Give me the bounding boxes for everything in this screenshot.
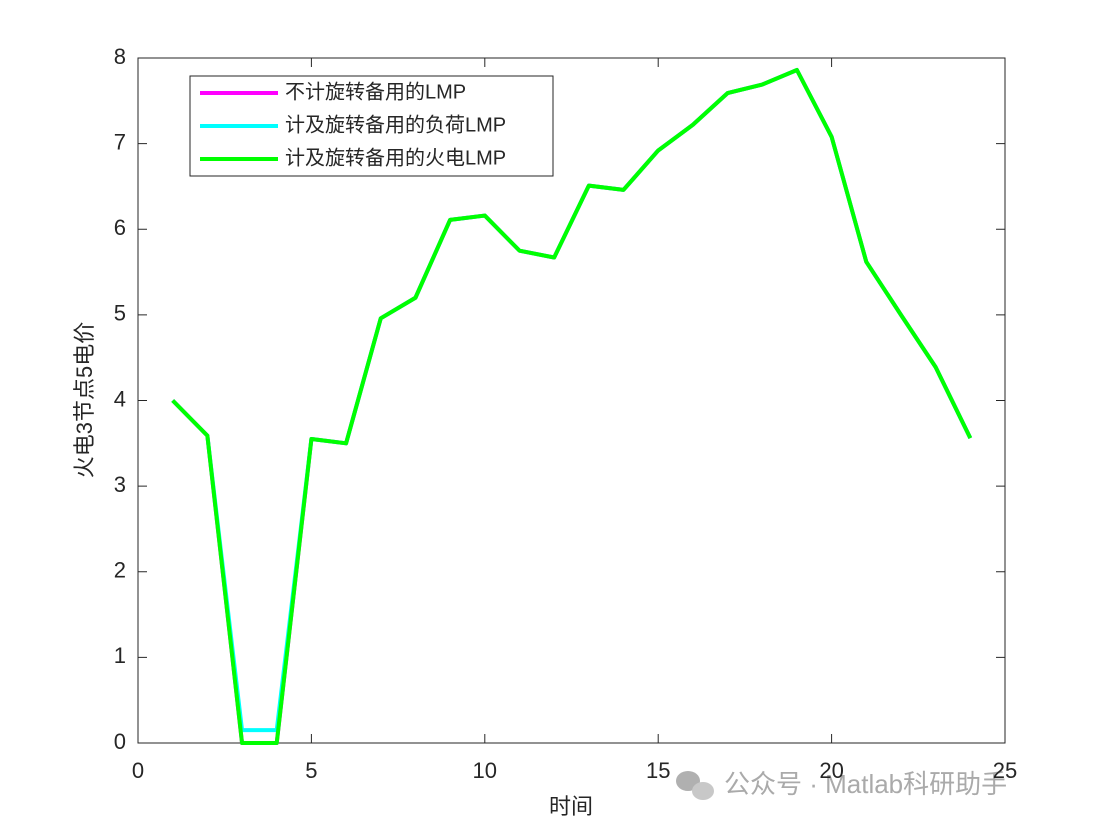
x-tick-label: 5	[305, 758, 317, 783]
y-tick-label: 3	[114, 472, 126, 497]
y-tick-label: 5	[114, 301, 126, 326]
legend-label: 计及旋转备用的火电LMP	[285, 146, 506, 169]
data-line	[171, 67, 973, 745]
watermark-icon	[676, 771, 714, 800]
y-axis-label: 火电3节点5电价	[72, 322, 97, 478]
watermark: 公众号 · Matlab科研助手	[724, 769, 1007, 799]
x-tick-label: 10	[473, 758, 497, 783]
x-tick-label: 0	[132, 758, 144, 783]
y-tick-label: 6	[114, 215, 126, 240]
x-tick-label: 15	[646, 758, 670, 783]
legend-label: 不计旋转备用的LMP	[285, 80, 466, 103]
y-tick-label: 1	[114, 643, 126, 668]
legend-label: 计及旋转备用的负荷LMP	[285, 113, 506, 136]
legend: 不计旋转备用的LMP 计及旋转备用的负荷LMP 计及旋转备用的火电LMP	[189, 75, 554, 177]
y-tick-label: 4	[114, 386, 126, 411]
x-tick-label: 25	[993, 758, 1017, 783]
x-axis-label: 时间	[549, 794, 593, 819]
y-tick-label: 2	[114, 558, 126, 583]
y-tick-label: 7	[114, 129, 126, 154]
y-tick-label: 8	[114, 44, 126, 69]
x-tick-label: 20	[819, 758, 843, 783]
y-tick-label: 0	[114, 729, 126, 754]
